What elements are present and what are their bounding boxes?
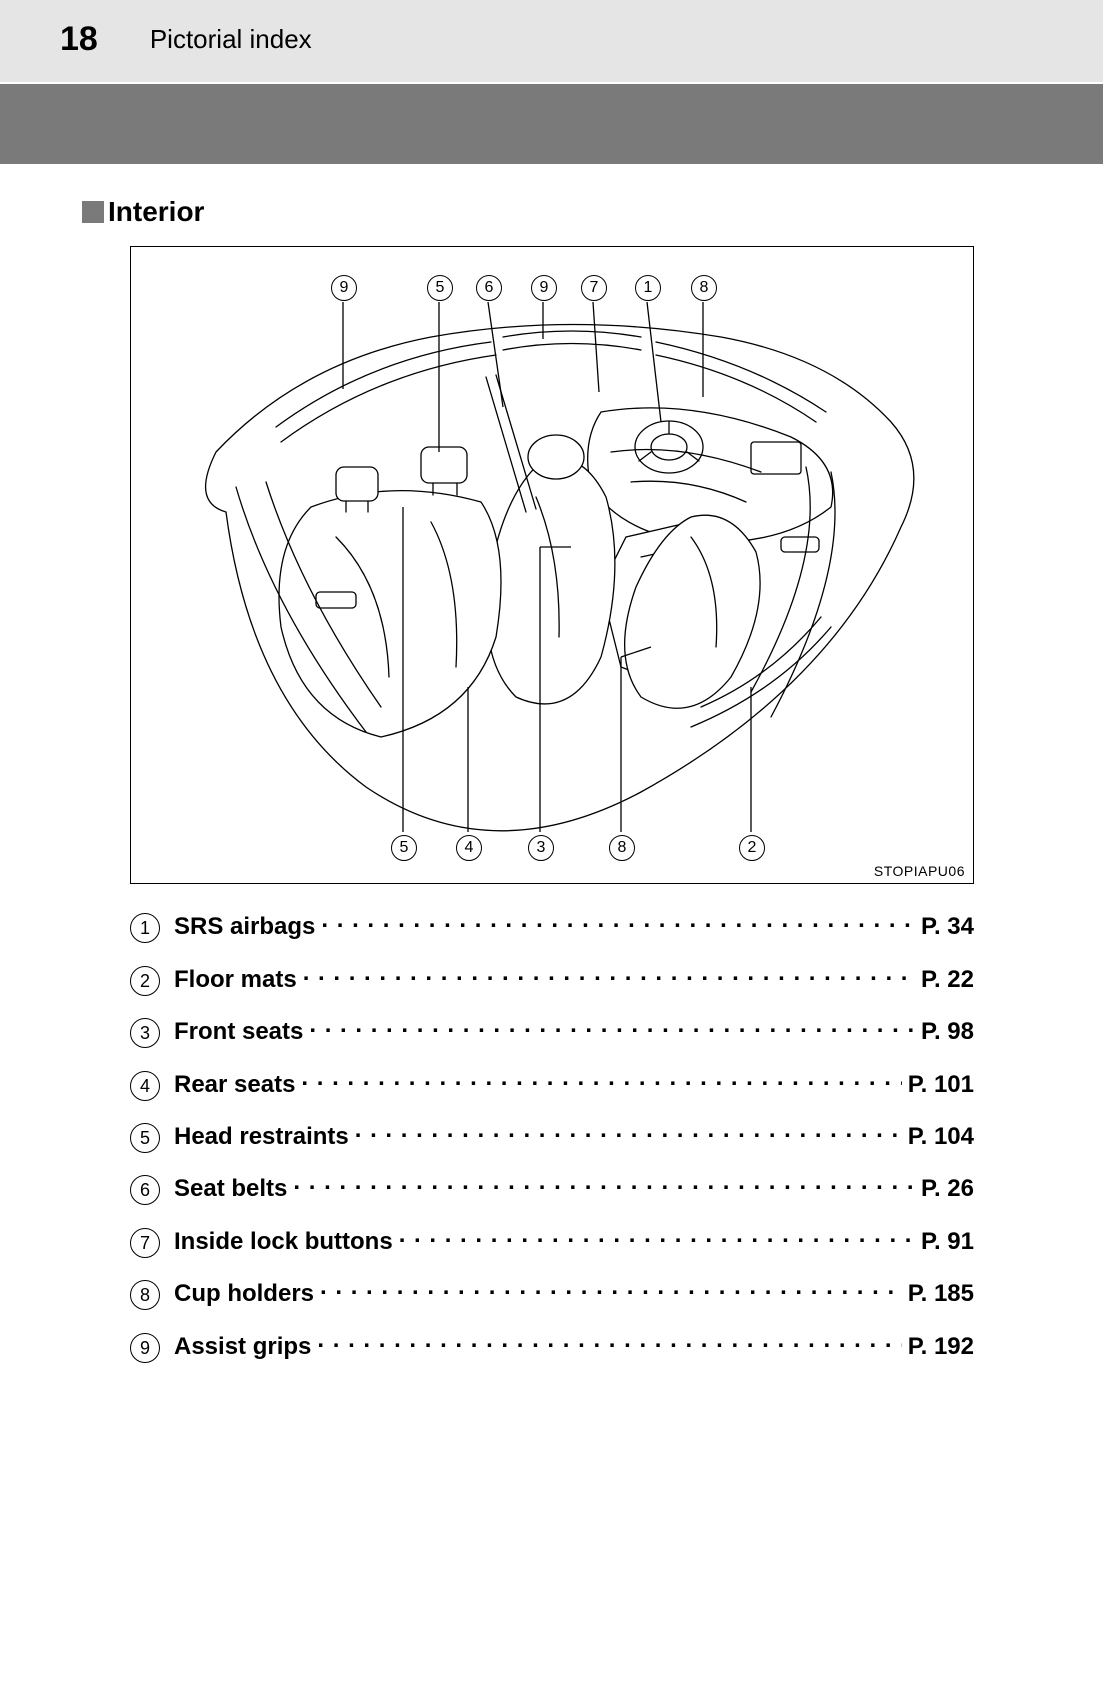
index-label: Head restraints bbox=[174, 1123, 349, 1151]
header-title: Pictorial index bbox=[150, 24, 312, 55]
index-number-icon: 6 bbox=[130, 1175, 160, 1205]
index-row-2: 2 Floor mats P. 22 bbox=[130, 960, 974, 995]
diagram-callout-5: 5 bbox=[427, 275, 453, 301]
page-number: 18 bbox=[60, 20, 98, 59]
leader-dots bbox=[355, 1118, 902, 1144]
index-label: Cup holders bbox=[174, 1280, 314, 1308]
index-label: Inside lock buttons bbox=[174, 1228, 393, 1256]
index-label: Seat belts bbox=[174, 1175, 287, 1203]
leader-dots bbox=[320, 1275, 902, 1301]
index-page: P. 22 bbox=[921, 966, 974, 994]
index-page: P. 91 bbox=[921, 1228, 974, 1256]
index-page: P. 34 bbox=[921, 913, 974, 941]
index-row-8: 8 Cup holders P. 185 bbox=[130, 1275, 974, 1310]
section-band bbox=[0, 82, 1103, 164]
diagram-callout-2: 2 bbox=[739, 835, 765, 861]
leader-dots bbox=[321, 908, 915, 934]
index-page: P. 26 bbox=[921, 1175, 974, 1203]
index-number-icon: 7 bbox=[130, 1228, 160, 1258]
index-row-4: 4 Rear seats P. 101 bbox=[130, 1065, 974, 1100]
index-row-5: 5 Head restraints P. 104 bbox=[130, 1118, 974, 1153]
interior-diagram: 9569718 54382 STOPIAPU06 bbox=[130, 246, 974, 884]
index-page: P. 101 bbox=[908, 1071, 974, 1099]
leader-dots bbox=[317, 1327, 901, 1353]
diagram-callout-7: 7 bbox=[581, 275, 607, 301]
index-number-icon: 2 bbox=[130, 966, 160, 996]
section-heading-row: Interior bbox=[82, 196, 1103, 228]
index-number-icon: 5 bbox=[130, 1123, 160, 1153]
index-label: SRS airbags bbox=[174, 913, 315, 941]
index-number-icon: 1 bbox=[130, 913, 160, 943]
leader-dots bbox=[293, 1170, 915, 1196]
diagram-callout-8: 8 bbox=[691, 275, 717, 301]
leader-dots bbox=[301, 1065, 901, 1091]
diagram-callout-4: 4 bbox=[456, 835, 482, 861]
index-row-1: 1 SRS airbags P. 34 bbox=[130, 908, 974, 943]
diagram-callout-3: 3 bbox=[528, 835, 554, 861]
diagram-callout-5: 5 bbox=[391, 835, 417, 861]
interior-diagram-svg bbox=[131, 247, 975, 885]
index-row-6: 6 Seat belts P. 26 bbox=[130, 1170, 974, 1205]
index-label: Front seats bbox=[174, 1018, 303, 1046]
diagram-callout-9: 9 bbox=[331, 275, 357, 301]
index-number-icon: 8 bbox=[130, 1280, 160, 1310]
diagram-callout-8: 8 bbox=[609, 835, 635, 861]
index-label: Rear seats bbox=[174, 1071, 295, 1099]
diagram-callout-1: 1 bbox=[635, 275, 661, 301]
index-number-icon: 9 bbox=[130, 1333, 160, 1363]
heading-marker-icon bbox=[82, 201, 104, 223]
index-list: 1 SRS airbags P. 34 2 Floor mats P. 22 3 Front … bbox=[130, 908, 974, 1363]
diagram-callout-9: 9 bbox=[531, 275, 557, 301]
index-row-3: 3 Front seats P. 98 bbox=[130, 1013, 974, 1048]
diagram-callout-6: 6 bbox=[476, 275, 502, 301]
index-page: P. 185 bbox=[908, 1280, 974, 1308]
index-label: Assist grips bbox=[174, 1333, 311, 1361]
index-page: P. 98 bbox=[921, 1018, 974, 1046]
index-page: P. 192 bbox=[908, 1333, 974, 1361]
leader-dots bbox=[399, 1222, 915, 1248]
index-label: Floor mats bbox=[174, 966, 297, 994]
diagram-code: STOPIAPU06 bbox=[874, 863, 965, 879]
section-heading: Interior bbox=[108, 196, 204, 228]
index-row-7: 7 Inside lock buttons P. 91 bbox=[130, 1222, 974, 1257]
manual-page: { "header": { "page_number": "18", "titl… bbox=[0, 0, 1103, 1693]
index-number-icon: 4 bbox=[130, 1071, 160, 1101]
index-number-icon: 3 bbox=[130, 1018, 160, 1048]
leader-dots bbox=[303, 960, 915, 986]
index-row-9: 9 Assist grips P. 192 bbox=[130, 1327, 974, 1362]
page-header: 18 Pictorial index bbox=[0, 0, 1103, 82]
leader-dots bbox=[309, 1013, 915, 1039]
index-page: P. 104 bbox=[908, 1123, 974, 1151]
